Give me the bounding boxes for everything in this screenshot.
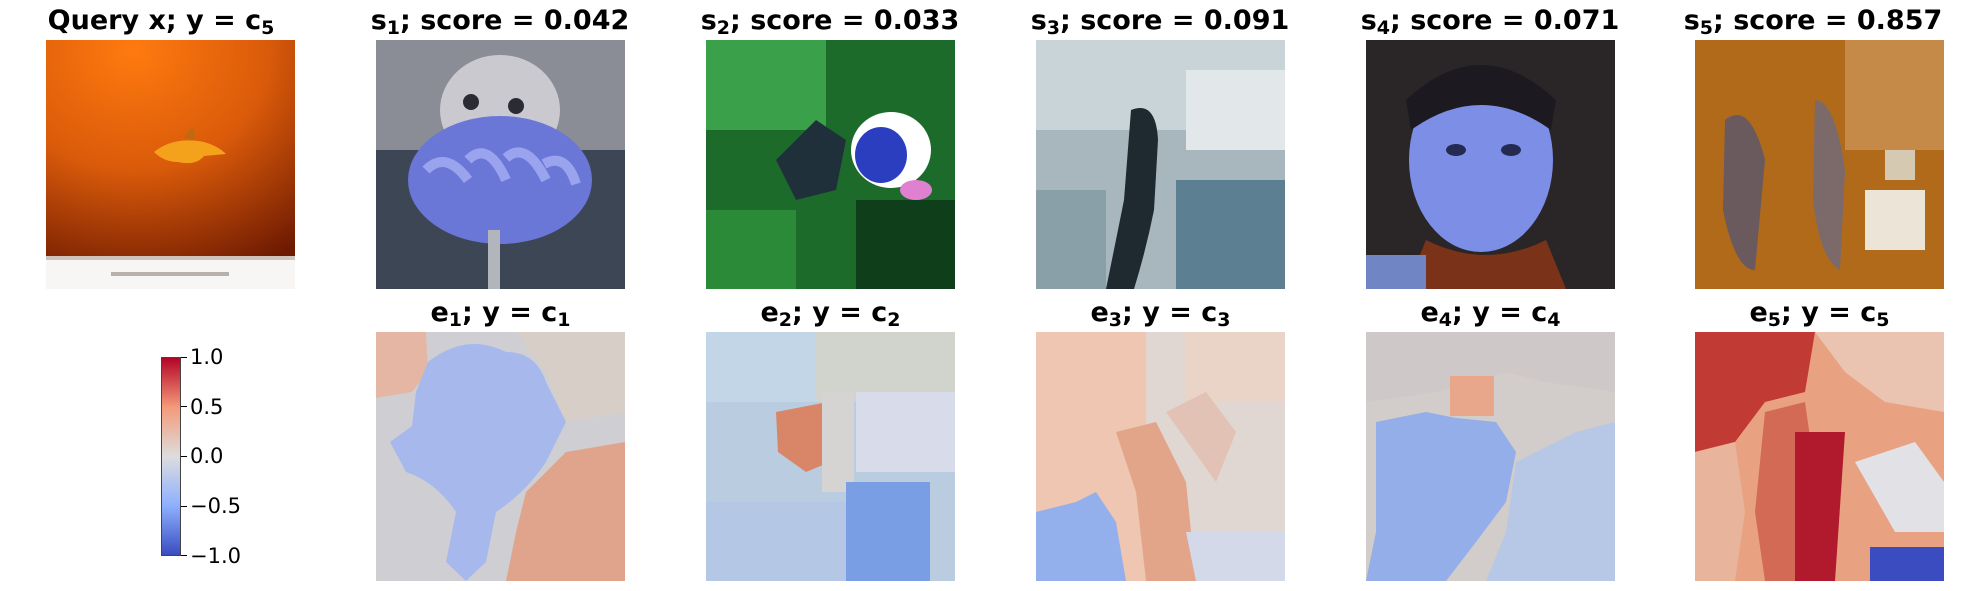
s3-image: [1036, 40, 1285, 289]
colorbar-tick-label: 0.0: [190, 444, 224, 468]
e5-title: e5; y = c5: [1749, 297, 1890, 331]
s5-image: [1695, 40, 1944, 289]
colorbar-tick-label: −0.5: [190, 494, 241, 518]
s2-title: s2; score = 0.033: [700, 5, 960, 39]
e5-explanation-map: [1695, 332, 1944, 581]
s3-title: s3; score = 0.091: [1030, 5, 1290, 39]
s4-image: [1366, 40, 1615, 289]
s5-title: s5; score = 0.857: [1683, 5, 1943, 39]
s1-image: [376, 40, 625, 289]
s4-title: s4; score = 0.071: [1360, 5, 1620, 39]
e2-title: e2; y = c2: [760, 297, 901, 331]
e1-title: e1; y = c1: [430, 297, 571, 331]
s2-image: [706, 40, 955, 289]
colorbar-tick: [181, 357, 187, 358]
query-image: [46, 40, 295, 289]
e3-explanation-map: [1036, 332, 1285, 581]
e3-title: e3; y = c3: [1090, 297, 1231, 331]
e4-explanation-map: [1366, 332, 1615, 581]
query-title: Query x; y = c5: [47, 5, 275, 39]
colorbar: [161, 357, 181, 556]
colorbar-tick-label: 1.0: [190, 345, 224, 369]
colorbar-tick: [181, 506, 187, 507]
e2-explanation-map: [706, 332, 955, 581]
colorbar-tick-label: 0.5: [190, 395, 224, 419]
s1-title: s1; score = 0.042: [370, 5, 630, 39]
colorbar-tick-label: −1.0: [190, 544, 241, 568]
e1-explanation-map: [376, 332, 625, 581]
e4-title: e4; y = c4: [1420, 297, 1561, 331]
colorbar-tick: [181, 406, 187, 407]
colorbar-tick: [181, 555, 187, 556]
colorbar-tick: [181, 456, 187, 457]
